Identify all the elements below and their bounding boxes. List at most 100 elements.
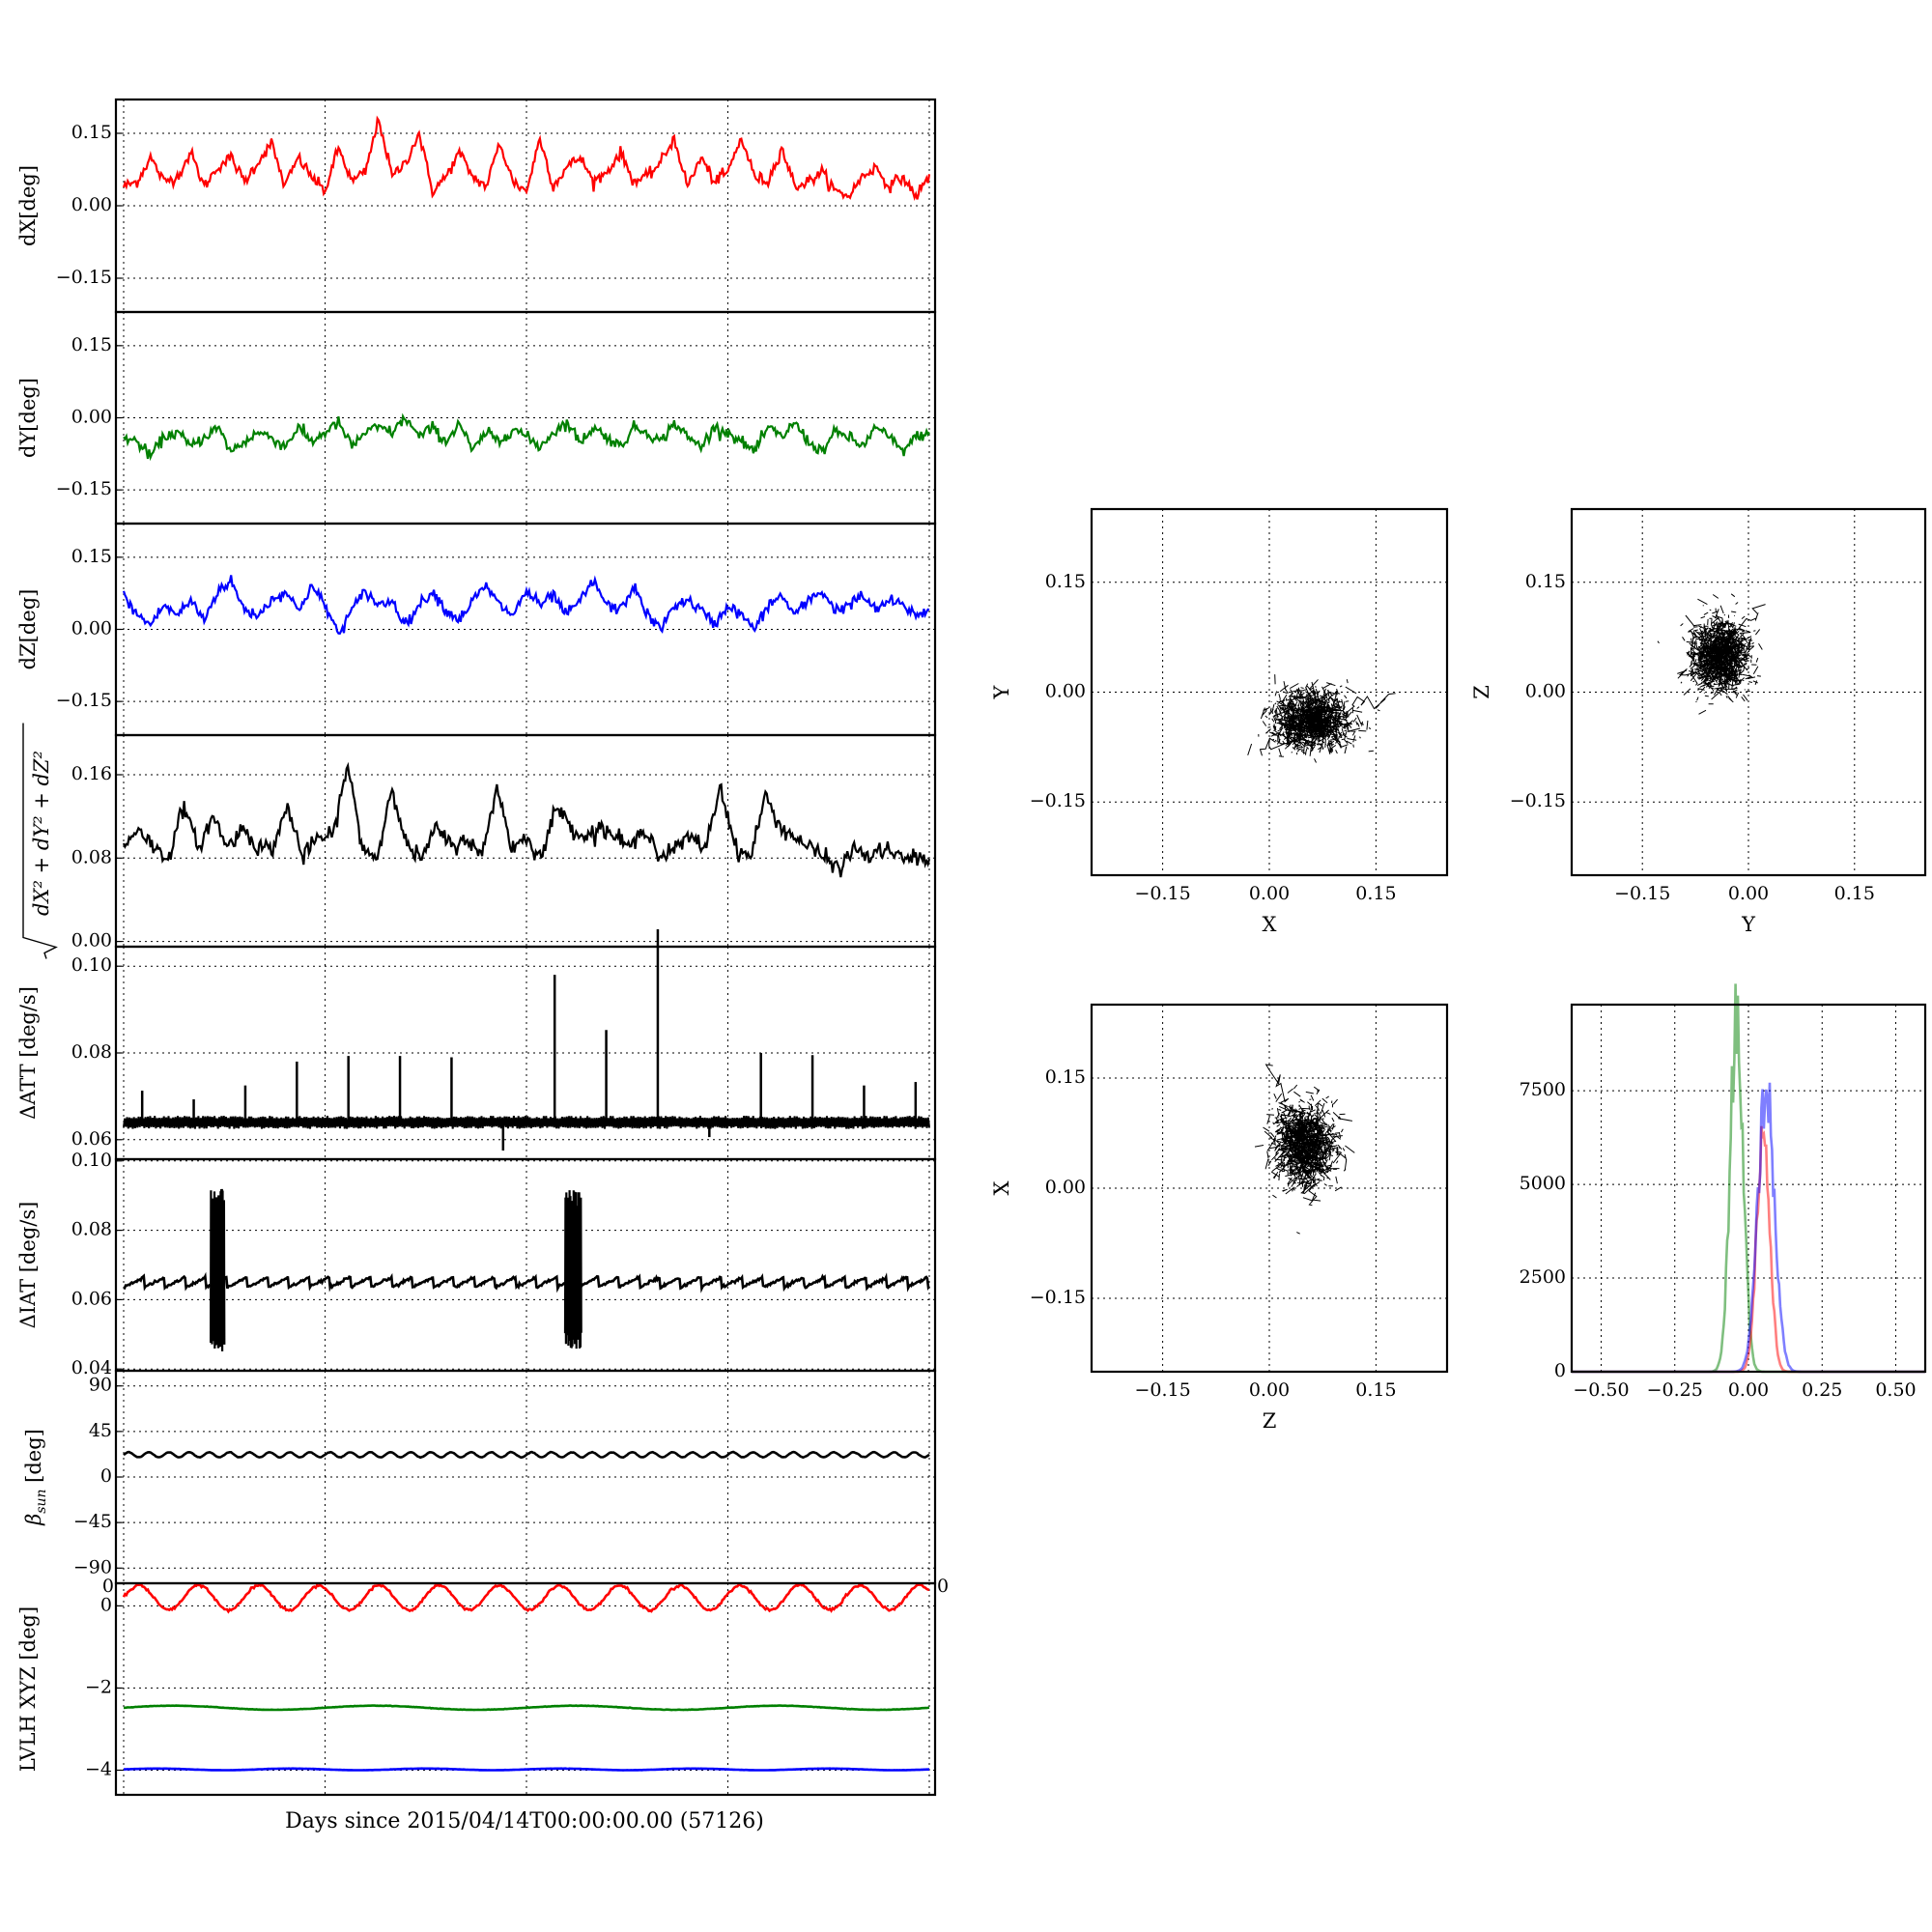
y-axis-label: Y bbox=[990, 684, 1013, 699]
axes-frame bbox=[114, 1581, 937, 1797]
tick-label: −0.25 bbox=[1647, 1379, 1703, 1401]
series-line bbox=[123, 1450, 930, 1460]
panel-dy: −0.15 0.00 0.15 dY[deg] bbox=[16, 310, 937, 526]
tick-label: 0.00 bbox=[1728, 883, 1769, 904]
tick-label: 0.15 bbox=[1355, 883, 1396, 904]
panel-hist: −0.50 −0.25 0.00 0.25 0.50 0 2500 5000 7500 bbox=[1520, 983, 1927, 1401]
tick-label: 0.00 bbox=[1045, 681, 1086, 702]
tick-label: −0.15 bbox=[1510, 790, 1566, 811]
series-line bbox=[122, 1582, 930, 1614]
tick-label: 0.10 bbox=[71, 1150, 112, 1171]
y-axis-label: ΔATT [deg/s] bbox=[16, 986, 40, 1120]
tick-label: 0.10 bbox=[71, 954, 112, 976]
panel-dr: 0.00 0.08 0.16 dX² + dY² + dZ² bbox=[22, 723, 937, 959]
tick-label: −0.15 bbox=[56, 690, 112, 711]
y-axis-label: LVLH XYZ [deg] bbox=[16, 1606, 40, 1772]
tick-label: 0 bbox=[102, 1576, 114, 1597]
series-line bbox=[123, 1115, 930, 1129]
panel-xy: −0.15 −0.15 0.00 0.00 0.15 0.15 X Y bbox=[990, 507, 1449, 936]
panel-yz: −0.15 −0.15 0.00 0.00 0.15 0.15 Y Z bbox=[1470, 507, 1927, 936]
burst-mark bbox=[210, 1188, 226, 1351]
tick-label: 0.15 bbox=[1525, 571, 1566, 592]
y-axis-label: dZ[deg] bbox=[16, 589, 40, 670]
x-axis-label: X bbox=[1263, 913, 1277, 936]
tick-label: −90 bbox=[73, 1556, 112, 1577]
tick-label: 0.15 bbox=[1045, 571, 1086, 592]
x-axis-label: Y bbox=[1741, 913, 1756, 936]
tick-label: −0.15 bbox=[1614, 883, 1670, 904]
tick-label: 0.06 bbox=[71, 1288, 112, 1309]
y-axis-label: Z bbox=[1470, 685, 1493, 699]
scatter-points bbox=[1254, 1064, 1355, 1235]
tick-label: 7500 bbox=[1520, 1079, 1566, 1100]
axes-frame bbox=[114, 1157, 937, 1373]
y-axis-label: βsun [deg] bbox=[22, 1429, 49, 1526]
x-axis-label: Z bbox=[1263, 1409, 1277, 1433]
x-axis-label: Days since 2015/04/14T00:00:00.00 (57126… bbox=[285, 1809, 764, 1833]
series-line bbox=[123, 1704, 930, 1712]
tick-label: 0.00 bbox=[71, 194, 112, 215]
tick-label: −0.15 bbox=[1134, 1379, 1190, 1401]
tick-label: 5000 bbox=[1520, 1173, 1566, 1194]
scatter-points bbox=[1657, 593, 1766, 715]
tick-label: 0.25 bbox=[1802, 1379, 1842, 1401]
tick-label: 0.08 bbox=[71, 846, 112, 867]
tick-label: −0.15 bbox=[56, 267, 112, 288]
y-axis-label-text: dX² + dY² + dZ² bbox=[30, 751, 53, 916]
axes-frame bbox=[1090, 1003, 1449, 1374]
tick-label: 0.00 bbox=[1249, 1379, 1290, 1401]
scatter-points bbox=[1247, 674, 1396, 763]
tick-label: 0 bbox=[100, 1594, 112, 1615]
tick-label: −0.15 bbox=[1134, 883, 1190, 904]
tick-label: 0 bbox=[937, 1576, 949, 1597]
tick-label: 0.00 bbox=[1525, 681, 1566, 702]
y-axis-label: X bbox=[990, 1180, 1013, 1195]
series-line bbox=[122, 575, 930, 635]
tick-label: 0.08 bbox=[71, 1219, 112, 1240]
series-line bbox=[123, 412, 930, 462]
tick-label: 0.06 bbox=[71, 1128, 112, 1150]
axes-frame bbox=[1090, 507, 1449, 877]
tick-label: 0.00 bbox=[1045, 1177, 1086, 1198]
panel-datt: 0.06 0.08 0.10 ΔATT [deg/s] bbox=[16, 929, 937, 1161]
y-axis-label: dX[deg] bbox=[16, 165, 40, 246]
axes-frame bbox=[1570, 1003, 1927, 1374]
tick-label: 2500 bbox=[1520, 1266, 1566, 1288]
tick-label: −0.15 bbox=[1030, 790, 1086, 811]
axes-frame bbox=[1570, 507, 1927, 877]
tick-label: 0.50 bbox=[1875, 1379, 1916, 1401]
burst-mark bbox=[563, 1190, 582, 1350]
tick-label: 0.15 bbox=[71, 546, 112, 567]
y-axis-label: dY[deg] bbox=[16, 378, 40, 458]
tick-label: 0.15 bbox=[1045, 1066, 1086, 1088]
panels-layer: −0.15 0.00 0.15 dX[deg] −0.15 0.00 0.15 dY[deg]… bbox=[16, 98, 1927, 1797]
tick-label: 0.08 bbox=[71, 1041, 112, 1063]
panel-beta: −90 −45 0 45 90 βsun [deg] bbox=[22, 1369, 937, 1585]
series-line bbox=[123, 1767, 930, 1772]
tick-label: 0.00 bbox=[71, 930, 112, 952]
tick-label: 0 bbox=[1554, 1360, 1566, 1381]
tick-label: 0.15 bbox=[71, 122, 112, 143]
tick-label: 0.00 bbox=[71, 407, 112, 428]
panel-dz: −0.15 0.00 0.15 dZ[deg] bbox=[16, 522, 937, 737]
tick-label: 0.00 bbox=[1728, 1379, 1769, 1401]
series-line bbox=[123, 1271, 931, 1293]
series-line bbox=[122, 761, 931, 878]
tick-label: −4 bbox=[85, 1758, 112, 1779]
panel-dx: −0.15 0.00 0.15 dX[deg] bbox=[16, 98, 937, 314]
tick-label: 45 bbox=[89, 1420, 112, 1441]
tick-label: −0.50 bbox=[1573, 1379, 1629, 1401]
tick-label: −0.15 bbox=[1030, 1287, 1086, 1308]
sqrt-sign bbox=[22, 723, 58, 959]
tick-label: 90 bbox=[89, 1375, 112, 1396]
histogram-series bbox=[1572, 1082, 1925, 1374]
tick-label: 0.15 bbox=[1355, 1379, 1396, 1401]
y-axis-label: ΔIAT [deg/s] bbox=[16, 1202, 40, 1329]
panel-diat: 0.04 0.06 0.08 0.10 ΔIAT [deg/s] bbox=[16, 1150, 937, 1378]
tick-label: 0.00 bbox=[71, 618, 112, 639]
tick-label: 0.00 bbox=[1249, 883, 1290, 904]
histogram-series bbox=[1572, 983, 1925, 1374]
tick-label: 0.15 bbox=[71, 334, 112, 355]
